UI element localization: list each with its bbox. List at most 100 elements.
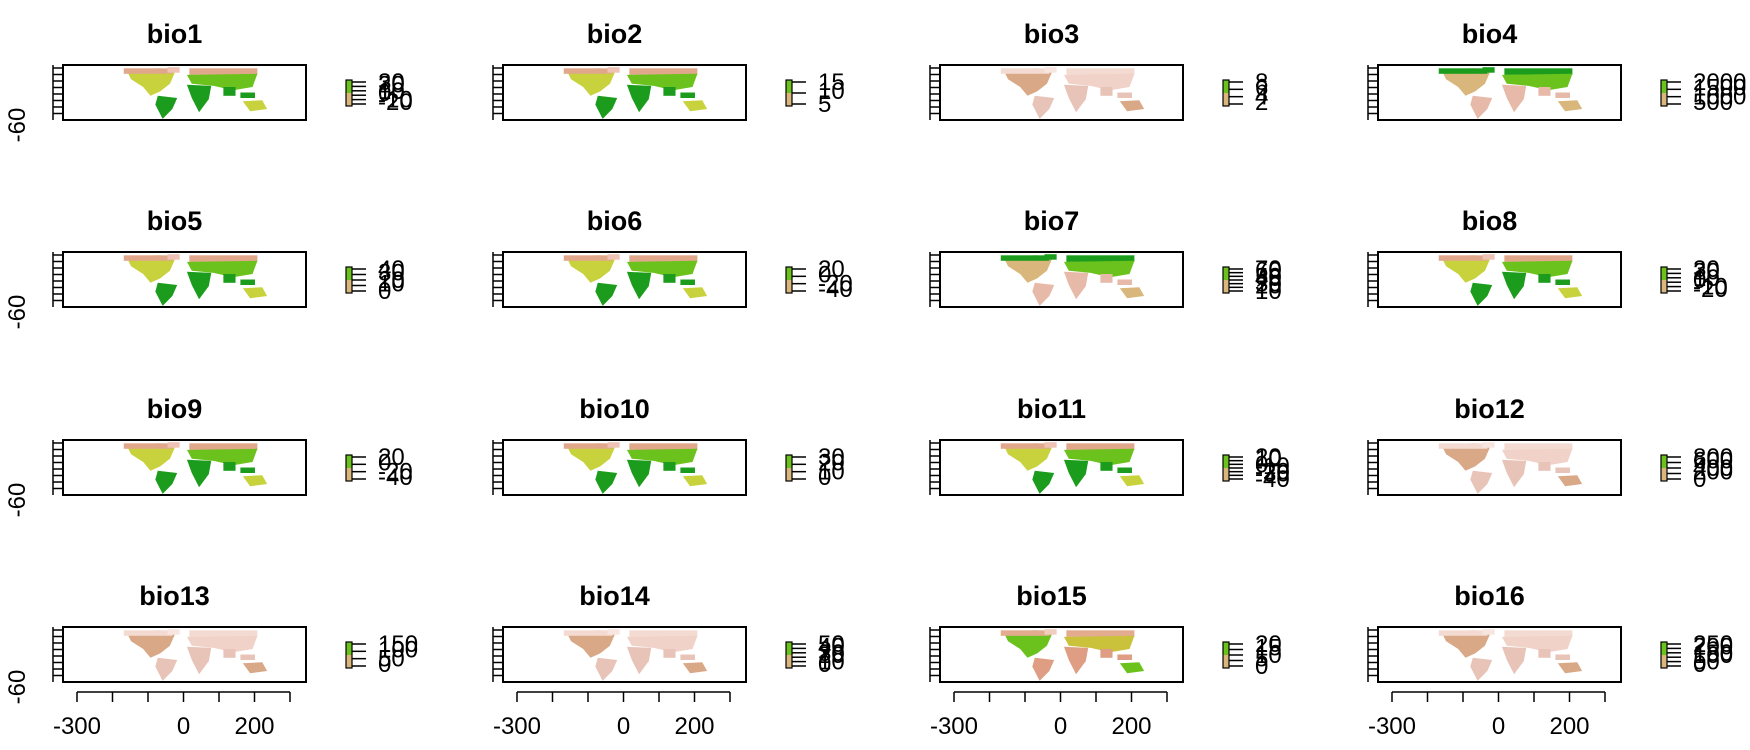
x-tick-label: 0: [177, 713, 190, 740]
legend-label: 0: [818, 651, 831, 678]
panel-title: bio12: [1454, 394, 1525, 424]
plot-frame: [939, 64, 1184, 121]
legend-label: 10: [378, 271, 405, 298]
legend-label: 20: [378, 71, 405, 98]
x-axis: -300 0 200: [53, 691, 291, 740]
panel-title: bio11: [1017, 394, 1086, 424]
legend-bar-lower: [1661, 468, 1667, 481]
legend-label: 0: [1693, 267, 1706, 294]
legend: 200-20-40: [345, 444, 413, 491]
panel-title: bio8: [1462, 206, 1518, 236]
legend-label: 1500: [1693, 74, 1746, 101]
legend-label: 50: [1255, 263, 1282, 290]
legend-label: 15: [1255, 635, 1282, 662]
legend-bar-frame: [345, 79, 353, 107]
plot-frame: [1377, 64, 1622, 121]
legend-label: 150: [378, 631, 418, 658]
legend-label: 30: [378, 260, 405, 287]
legend-bar-lower: [1661, 280, 1667, 293]
map-panel-bio6: bio6 200-20-40: [492, 206, 853, 308]
legend-bar-lower: [1223, 280, 1229, 293]
legend-bar-frame: [345, 454, 353, 482]
raster-map: [1438, 629, 1583, 681]
legend-label: 400: [1693, 455, 1733, 482]
legend-bar-lower: [346, 280, 352, 293]
raster-map: [1000, 67, 1145, 119]
legend-label: 20: [1255, 444, 1282, 471]
panel-title: bio14: [579, 581, 650, 611]
legend-label: -10: [1255, 453, 1290, 480]
legend-label: 10: [818, 459, 845, 486]
panel-title: bio9: [147, 394, 203, 424]
legend-bar-frame: [345, 641, 353, 669]
legend-label: -20: [818, 271, 853, 298]
raster-map: [123, 254, 268, 306]
x-tick-label: -300: [930, 713, 978, 740]
x-tick-label: 0: [1492, 713, 1505, 740]
x-tick-label: 200: [1549, 713, 1589, 740]
legend-bar-lower: [346, 93, 352, 106]
panel-title: bio2: [587, 19, 643, 49]
legend-bar-lower: [346, 468, 352, 481]
legend-bar-frame: [785, 641, 793, 669]
panel-title: bio1: [147, 19, 203, 49]
legend-bar-frame: [1222, 79, 1230, 107]
plot-frame: [939, 439, 1184, 496]
legend-label: 0: [818, 261, 831, 288]
legend-label: 70: [1255, 256, 1282, 283]
panel-title: bio4: [1462, 19, 1518, 49]
legend-label: 30: [818, 640, 845, 667]
legend-label: 200: [1693, 459, 1733, 486]
legend-label: 20: [1693, 258, 1720, 285]
legend-label: 50: [818, 631, 845, 658]
panel-title: bio13: [139, 581, 210, 611]
legend-bar-lower: [1661, 655, 1667, 668]
plot-frame: [502, 251, 747, 308]
legend-label: 5: [1255, 646, 1268, 673]
plot-frame: [62, 439, 307, 496]
legend-bar-lower: [1223, 655, 1229, 668]
legend-label: 0: [1693, 466, 1706, 493]
legend-label: -20: [1255, 459, 1290, 486]
panel-title: bio16: [1454, 581, 1525, 611]
legend-label: 6: [1255, 74, 1268, 101]
legend-bar-frame: [785, 454, 793, 482]
legend-label: -20: [378, 89, 413, 116]
raster-map: [563, 442, 708, 494]
x-tick-label: 200: [1111, 713, 1151, 740]
legend-bar-lower: [786, 468, 792, 481]
y-tick-label: -60: [4, 670, 31, 705]
legend-label: 250: [1693, 631, 1733, 658]
legend-label: 200: [1693, 633, 1733, 660]
x-tick-label: -300: [493, 713, 541, 740]
legend-label: 10: [1255, 642, 1282, 669]
legend-label: 50: [1693, 649, 1720, 676]
legend-label: 0: [1255, 451, 1268, 478]
legend-label: 10: [818, 649, 845, 676]
legend-label: 0: [378, 651, 391, 678]
legend-label: 100: [378, 636, 418, 663]
x-tick-label: 0: [1054, 713, 1067, 740]
legend-label: 600: [1693, 448, 1733, 475]
x-tick-label: -300: [1368, 713, 1416, 740]
legend-bar-lower: [1223, 468, 1229, 481]
legend-label: 30: [1693, 256, 1720, 283]
legend-label: 100: [1693, 642, 1733, 669]
plot-frame: [62, 64, 307, 121]
plot-frame: [1377, 251, 1622, 308]
plot-frame: [939, 626, 1184, 683]
panel-title: bio7: [1024, 206, 1080, 236]
legend-bar-lower: [786, 655, 792, 668]
legend-label: 500: [1693, 89, 1733, 116]
legend-label: 15: [818, 69, 845, 96]
